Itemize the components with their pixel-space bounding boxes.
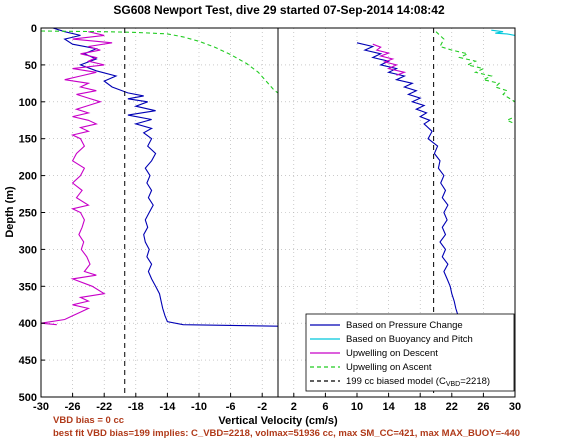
y-axis-label: Depth (m) [4,186,16,238]
footer-best-fit-line: best fit VBD bias=199 implies: C_VBD=221… [53,428,521,439]
legend-label-buoyancy: Based on Buoyancy and Pitch [346,334,473,345]
x-tick-label-left: -26 [65,401,81,413]
x-tick-label-right: 30 [509,401,521,413]
right-series-upwelling-on-descent [372,43,407,76]
x-tick-label-right: 18 [414,401,426,413]
x-tick-label-right: 10 [351,401,363,413]
x-tick-label-right: 6 [322,401,328,413]
legend-label-descent: Upwelling on Descent [346,348,438,359]
left-series-upwelling-on-ascent [41,30,278,94]
legend-label-pressure: Based on Pressure Change [346,320,463,331]
x-tick-label-left: -14 [159,401,176,413]
legend-label-model: 199 cc biased model (CVBD=2218) [346,376,490,388]
x-tick-label-left: -18 [128,401,144,413]
right-series-upwelling-on-ascent [435,31,515,125]
chart-title: SG608 Newport Test, dive 29 started 07-S… [113,3,445,17]
left-panel-plot [41,28,278,397]
legend-label-model-end: =2218) [460,376,490,387]
y-tick-label: 50 [25,60,37,72]
x-tick-label-right: 22 [446,401,458,413]
legend-label-model-sub: VBD [446,381,460,388]
y-tick-label: 300 [19,244,37,256]
legend-box [305,313,515,392]
y-tick-label: 500 [19,392,37,404]
y-tick-label: 350 [19,281,37,293]
x-tick-label-right: 14 [382,401,395,413]
x-tick-label-left: -2 [257,401,267,413]
y-tick-label: 400 [19,318,37,330]
x-tick-label-right: 26 [477,401,489,413]
y-tick-label: 0 [31,23,37,35]
legend-label-model-main: 199 cc biased model (C [346,376,446,387]
left-series-based-on-pressure-change [52,28,278,327]
x-tick-label-left: -6 [226,401,236,413]
x-axis-label: Vertical Velocity (cm/s) [218,415,338,427]
y-tick-label: 100 [19,97,37,109]
footer-bias-line: VBD bias = 0 cc [53,415,125,426]
right-series-based-on-pressure-change [356,42,461,322]
y-tick-label: 450 [19,355,37,367]
left-series-upwelling-on-descent [41,31,113,326]
x-tick-label-left: -30 [33,401,49,413]
y-tick-label: 200 [19,171,37,183]
legend-label-ascent: Upwelling on Ascent [346,362,432,373]
x-tick-label-left: -10 [191,401,207,413]
y-tick-label: 250 [19,208,37,220]
x-tick-label-right: 2 [291,401,297,413]
y-tick-label: 150 [19,134,37,146]
legend: Based on Pressure Change Based on Buoyan… [305,313,515,392]
x-tick-label-left: -22 [96,401,112,413]
right-series-based-on-buoyancy-and-pitch [491,29,515,36]
